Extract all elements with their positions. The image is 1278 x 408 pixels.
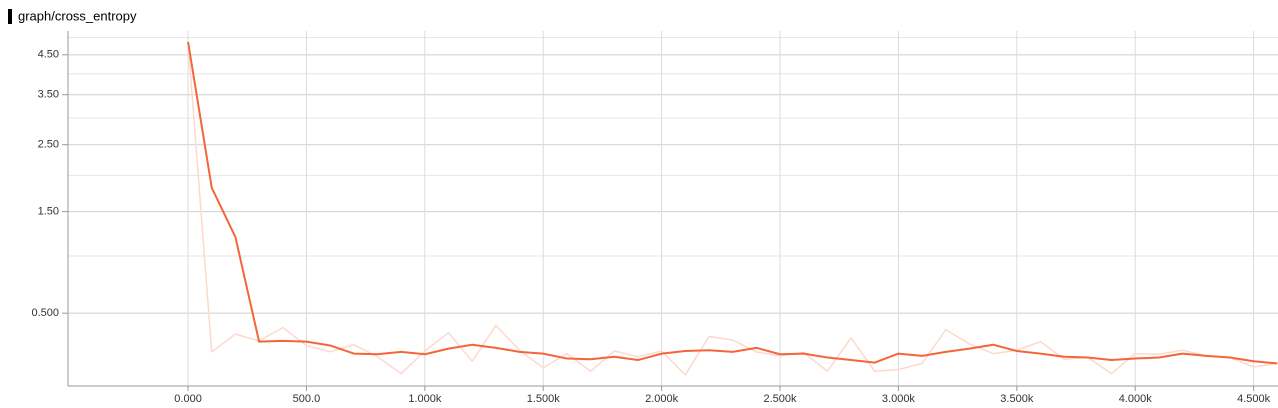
x-tick-label: 3.000k <box>882 393 916 405</box>
x-tick-label: 4.000k <box>1119 393 1153 405</box>
y-tick-label: 3.50 <box>38 89 59 101</box>
x-tick-label: 500.0 <box>293 393 321 405</box>
chart-title: graph/cross_entropy <box>18 8 137 23</box>
y-tick-label: 4.50 <box>38 49 59 61</box>
series-line <box>187 41 1278 365</box>
x-tick-label: 0.000 <box>174 393 202 405</box>
series-line <box>187 41 1278 376</box>
title-marker <box>8 9 12 24</box>
x-tick-label: 1.000k <box>408 393 442 405</box>
y-tick-label: 0.500 <box>31 307 59 319</box>
x-tick-label: 1.500k <box>527 393 561 405</box>
y-tick-label: 1.50 <box>38 206 59 218</box>
x-tick-label: 3.500k <box>1000 393 1034 405</box>
x-tick-label: 2.000k <box>645 393 679 405</box>
x-tick-label: 2.500k <box>764 393 798 405</box>
x-tick-label: 4.500k <box>1237 393 1271 405</box>
y-tick-label: 2.50 <box>38 139 59 151</box>
